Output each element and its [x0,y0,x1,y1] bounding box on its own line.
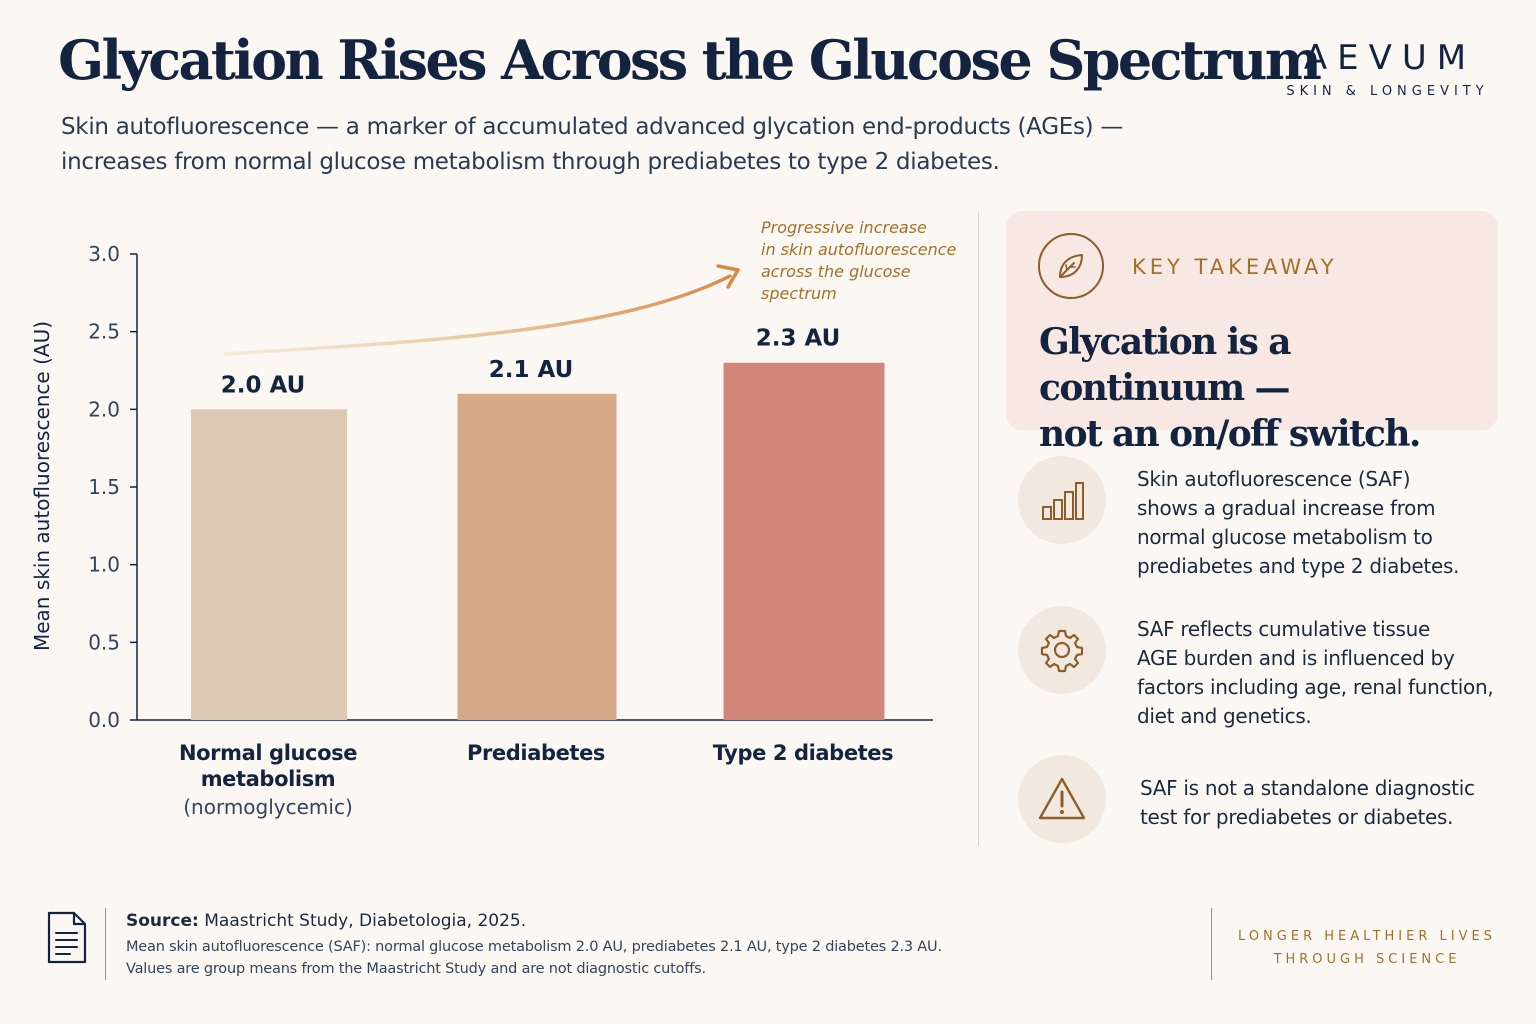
point-line: prediabetes and type 2 diabetes. [1137,554,1460,578]
key-takeaway-text: Glycation is a continuum — not an on/off… [1039,319,1499,457]
y-tick-label: 3.0 [88,242,120,266]
footer-line-1: LONGER HEALTHIER LIVES [1238,929,1496,944]
source-detail-2: Values are group means from the Maastric… [126,961,706,977]
y-tick-label: 0.5 [88,630,120,654]
category-sublabel: (normoglycemic) [183,795,353,819]
point-text: SAF reflects cumulative tissue AGE burde… [1137,615,1502,731]
brand-name: AEVUM [1303,38,1477,78]
point-saf-burden: SAF reflects cumulative tissue AGE burde… [1018,606,1498,728]
point-line: normal glucose metabolism to [1137,525,1433,549]
point-text: Skin autofluorescence (SAF) shows a grad… [1137,465,1502,581]
warning-icon [1018,755,1106,843]
data-label: 2.1 AU [489,357,574,383]
y-tick-label: 2.5 [88,320,120,344]
y-axis-label: Mean skin autofluorescence (AU) [30,321,54,651]
category-label: Normal glucose [179,741,357,765]
panel-divider [978,212,979,846]
category-label: Type 2 diabetes [713,741,894,765]
key-takeaway-line-2: not an on/off switch. [1039,413,1421,455]
point-line: shows a gradual increase from [1137,496,1436,520]
footer-divider [1211,908,1212,980]
source-label: Source: [126,911,199,931]
subtitle-line-2: increases from normal glucose metabolism… [61,149,1000,175]
annotation-line: in skin autofluorescence [761,240,957,259]
source-citation: Source: Maastricht Study, Diabetologia, … [126,911,526,931]
point-line: Skin autofluorescence (SAF) [1137,467,1411,491]
point-text: SAF is not a standalone diagnostic test … [1140,774,1505,832]
footer-line-2: THROUGH SCIENCE [1273,952,1461,967]
source-text: Maastricht Study, Diabetologia, 2025. [204,911,527,931]
subtitle-line-1: Skin autofluorescence — a marker of accu… [61,114,1124,140]
bars [191,362,885,720]
trend-arrow [223,274,732,356]
data-label: 2.3 AU [756,326,841,352]
y-tick-label: 0.0 [88,708,120,732]
trend-annotation: Progressive increase in skin autofluoresc… [761,218,957,303]
y-tick-label: 1.0 [88,553,120,577]
y-tick-label: 1.5 [88,475,120,499]
gear-icon [1018,606,1106,694]
bar [191,409,347,720]
brand-logo: AEVUM SKIN & LONGEVITY [1260,38,1510,99]
source-detail-1: Mean skin autofluorescence (SAF): normal… [126,939,942,955]
page-title: Glycation Rises Across the Glucose Spect… [58,28,1322,92]
trend-arrowhead [716,264,740,289]
point-line: SAF is not a standalone diagnostic [1140,776,1475,800]
annotation-line: across the glucose [761,262,911,281]
brand-tagline: SKIN & LONGEVITY [1286,84,1489,99]
data-label: 2.0 AU [221,372,306,398]
category-label: Prediabetes [467,741,605,765]
point-line: AGE burden and is influenced by [1137,646,1455,670]
document-icon [46,910,88,971]
footer-tagline: LONGER HEALTHIER LIVES THROUGH SCIENCE [1232,925,1502,971]
source-divider [105,908,106,980]
bar [457,393,617,720]
point-saf-not-diagnostic: SAF is not a standalone diagnostic test … [1018,755,1498,845]
key-takeaway-line-1: Glycation is a continuum — [1039,321,1292,409]
point-line: diet and genetics. [1137,704,1312,728]
category-label: metabolism [201,767,336,791]
annotation-line: Progressive increase [761,218,927,237]
bar-chart-icon [1018,456,1106,544]
y-axis: 0.0 0.5 1.0 1.5 2.0 2.5 3.0 [88,242,933,732]
y-tick-label: 2.0 [88,397,120,421]
key-takeaway-panel: KEY TAKEAWAY Glycation is a continuum — … [1006,211,1498,455]
data-labels: 2.0 AU 2.1 AU 2.3 AU [221,326,841,399]
point-line: test for prediabetes or diabetes. [1140,805,1454,829]
leaf-icon [1038,233,1104,299]
key-takeaway-label: KEY TAKEAWAY [1132,255,1338,279]
bar [723,362,885,720]
bar-chart: 0.0 0.5 1.0 1.5 2.0 2.5 3.0 2.0 AU 2.1 AU 2.3 AU… [30,218,957,819]
point-saf-increase: Skin autofluorescence (SAF) shows a grad… [1018,456,1498,578]
annotation-line: spectrum [761,284,837,303]
point-line: factors including age, renal function, [1137,675,1494,699]
page-subtitle: Skin autofluorescence — a marker of accu… [61,110,1211,180]
point-line: SAF reflects cumulative tissue [1137,617,1430,641]
